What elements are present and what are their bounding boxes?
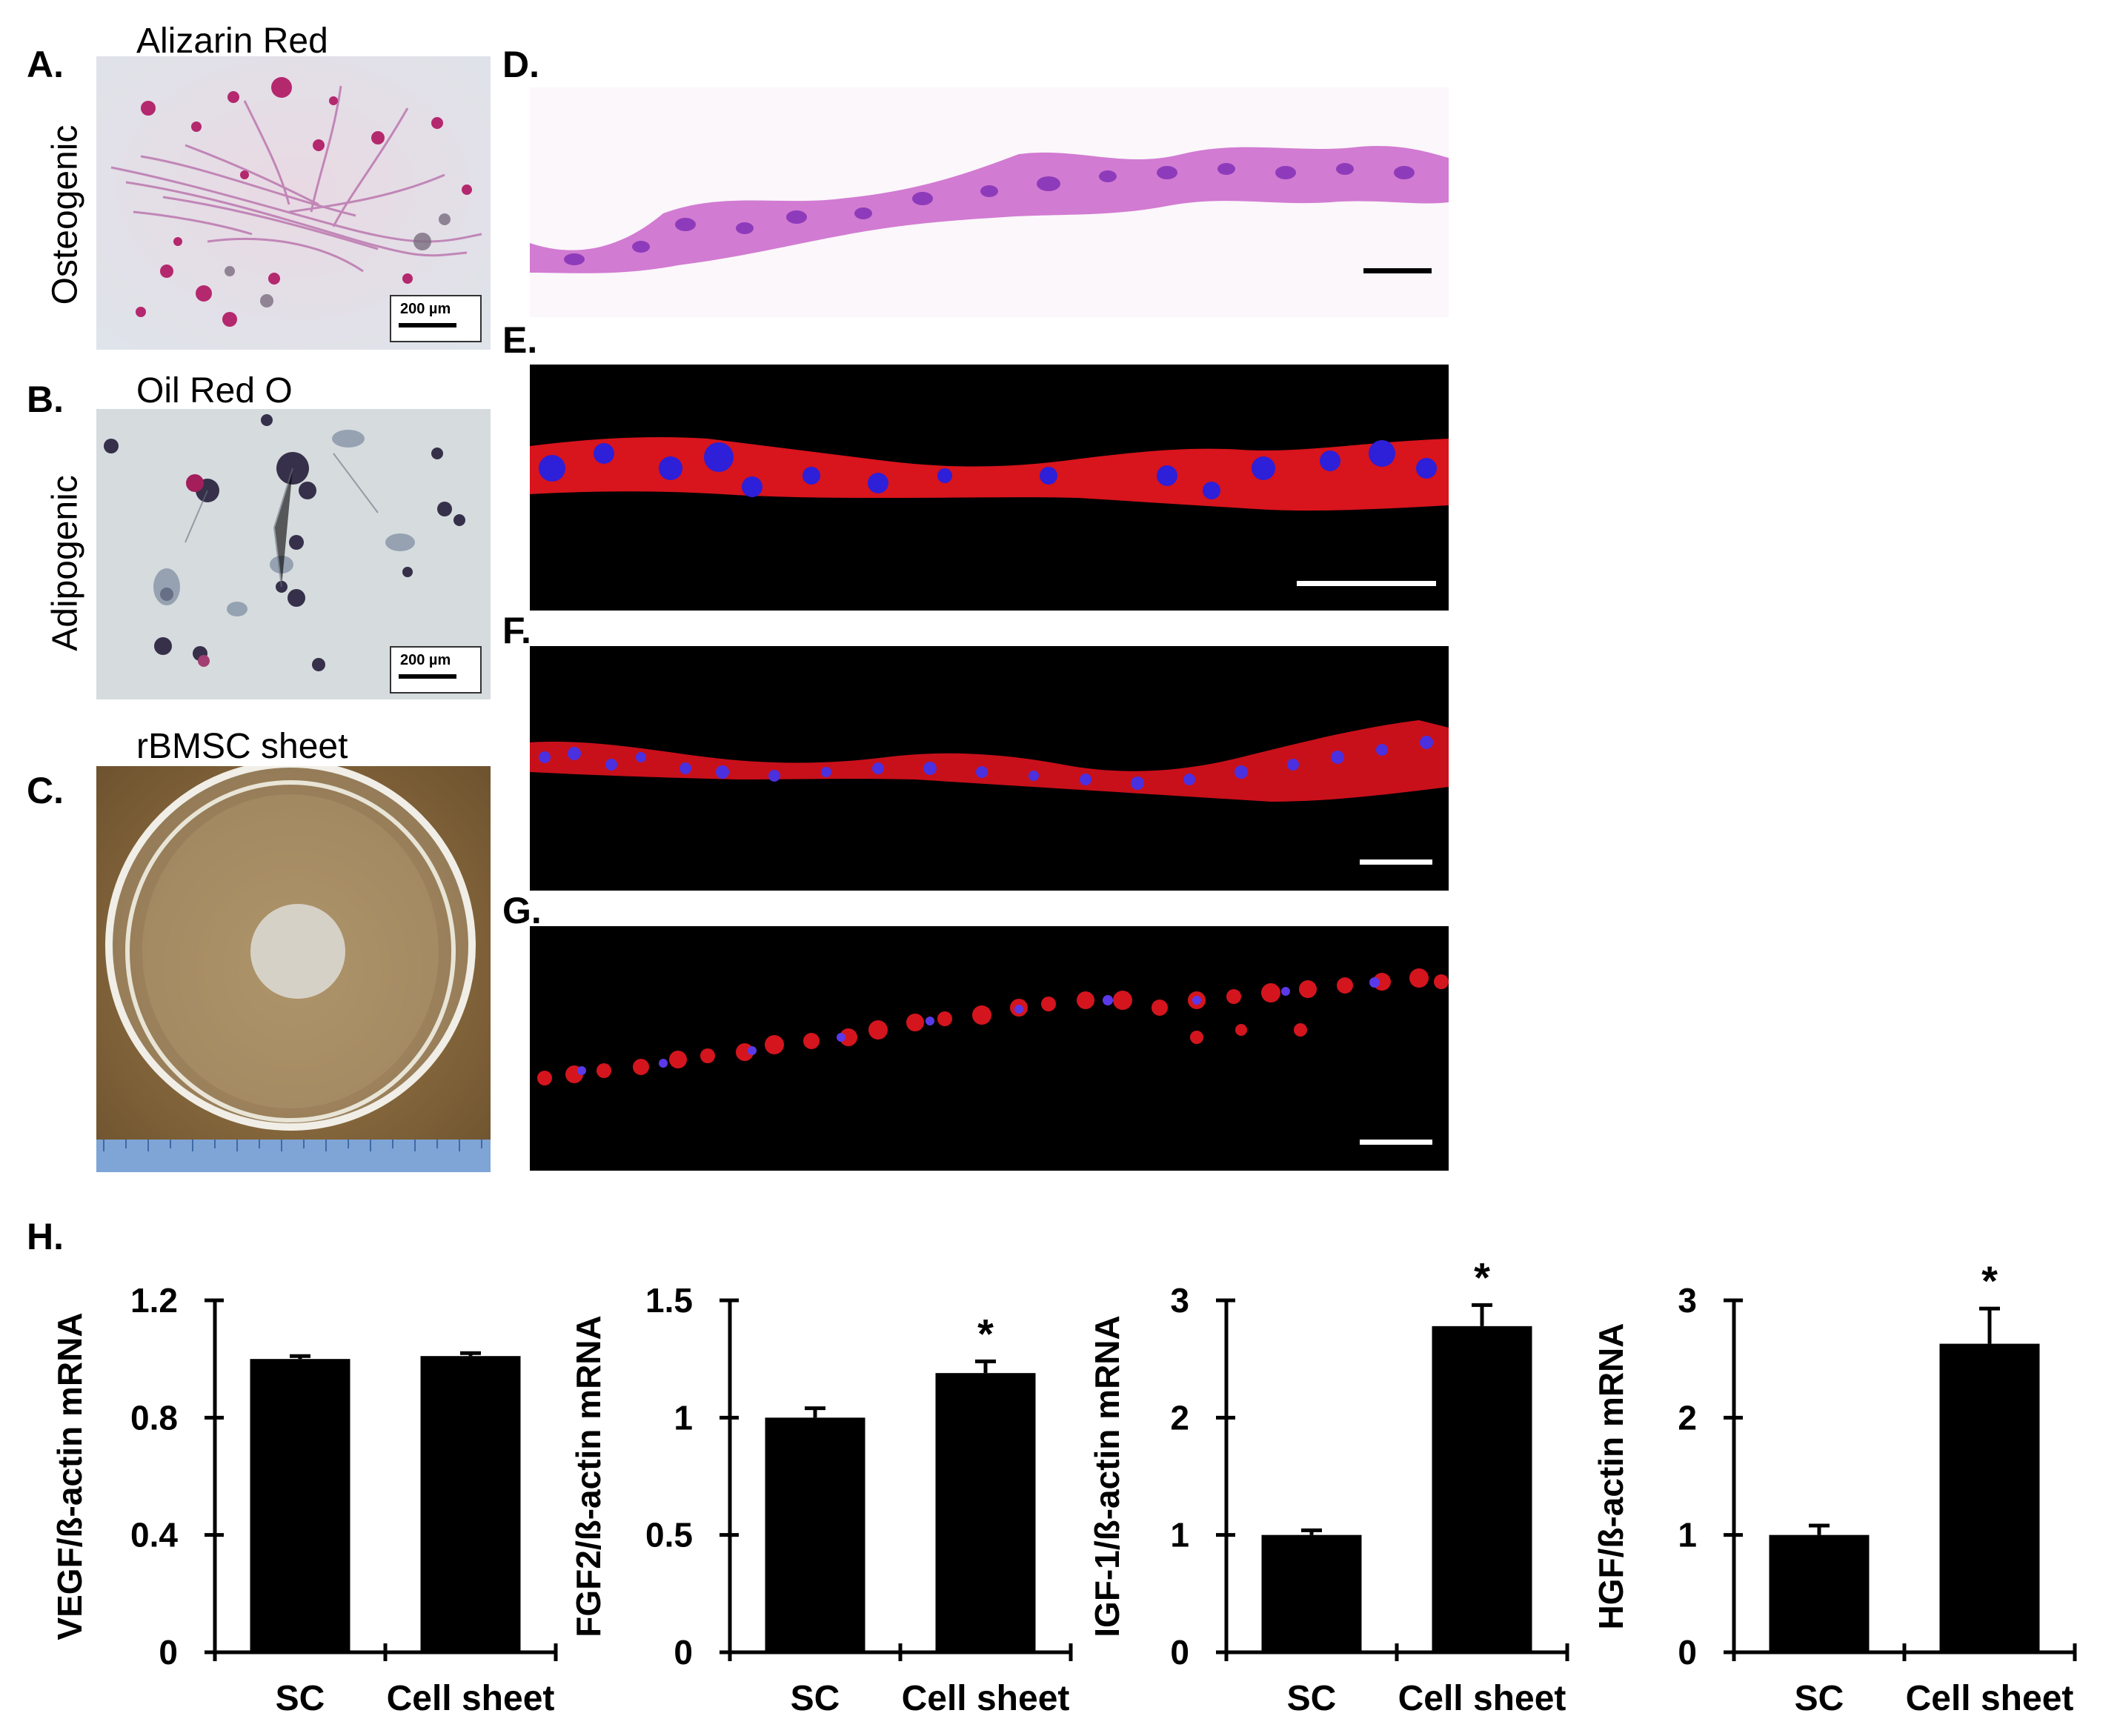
bar <box>1261 1534 1362 1652</box>
micrograph-fluorescence-e <box>530 365 1449 611</box>
y-tick-label: 2 <box>1170 1398 1189 1437</box>
y-tick-label: 0 <box>159 1633 178 1672</box>
y-tick-label: 1 <box>674 1398 693 1437</box>
side-label-adipogenic: Adipogenic <box>45 475 85 651</box>
y-tick-label: 3 <box>1170 1281 1189 1320</box>
micrograph-fluorescence-f <box>530 646 1449 891</box>
significance-marker: * <box>1474 1254 1490 1300</box>
scale-line-a <box>399 323 456 327</box>
bar-charts-h: 0 0.4 0.8 1.2 SC Cell sheet VEGF/ß-actin mRNA 0… <box>50 1254 2077 1718</box>
scale-line-b <box>399 674 456 679</box>
scale-bar-a: 200 µm <box>390 295 482 342</box>
y-tick-label: 0.5 <box>645 1516 693 1554</box>
scale-bar-d <box>1363 268 1432 273</box>
bar <box>420 1356 521 1652</box>
title-oil-red-o: Oil Red O <box>136 371 293 410</box>
photo-rbmsc-sheet <box>96 766 491 1172</box>
y-tick-label: 1 <box>1678 1516 1697 1554</box>
micrograph-he-section <box>530 87 1449 317</box>
y-tick-label: 0.8 <box>130 1398 178 1437</box>
scale-bar-g <box>1360 1140 1432 1145</box>
title-rbmsc-sheet: rBMSC sheet <box>136 727 348 766</box>
category-label: Cell sheet <box>1906 1679 2074 1718</box>
y-tick-label: 1 <box>1170 1516 1189 1554</box>
scale-label-b: 200 µm <box>400 652 451 668</box>
bar <box>1939 1343 2040 1652</box>
bar <box>1432 1326 1532 1652</box>
panel-letter-c: C. <box>27 770 64 811</box>
y-tick-label: 1.5 <box>645 1281 693 1320</box>
significance-marker: * <box>1981 1257 1998 1304</box>
category-label: SC <box>1287 1679 1337 1718</box>
y-tick-label: 1.2 <box>130 1281 178 1320</box>
scale-bar-e <box>1297 581 1436 586</box>
scale-bar-b: 200 µm <box>390 646 482 694</box>
y-tick-label: 0 <box>1170 1633 1189 1672</box>
panel-letter-d: D. <box>502 44 539 85</box>
scale-bar-f <box>1360 859 1432 865</box>
panel-letter-b: B. <box>27 379 64 420</box>
micrograph-alizarin-red: 200 µm <box>96 56 491 350</box>
y-tick-label: 0 <box>674 1633 693 1672</box>
y-axis-label: FGF2/ß-actin mRNA <box>569 1315 608 1637</box>
panel-letter-a: A. <box>27 44 64 85</box>
panel-letter-f: F. <box>502 610 531 651</box>
y-axis-label: HGF/ß-actin mRNA <box>1592 1323 1630 1630</box>
bar <box>250 1359 350 1652</box>
panel-letter-e: E. <box>502 319 538 361</box>
category-label: Cell sheet <box>1398 1679 1566 1718</box>
micrograph-fluorescence-g <box>530 926 1449 1171</box>
bar <box>765 1417 865 1652</box>
category-label: Cell sheet <box>387 1679 555 1718</box>
category-label: SC <box>276 1679 325 1718</box>
y-tick-label: 0 <box>1678 1633 1697 1672</box>
y-axis-label: IGF-1/ß-actin mRNA <box>1088 1315 1126 1637</box>
y-tick-label: 2 <box>1678 1398 1697 1437</box>
bar <box>1769 1534 1870 1652</box>
scale-label-a: 200 µm <box>400 301 451 317</box>
y-tick-label: 3 <box>1678 1281 1697 1320</box>
significance-marker: * <box>977 1310 994 1357</box>
title-alizarin-red: Alizarin Red <box>136 21 328 61</box>
y-tick-label: 0.4 <box>130 1516 178 1554</box>
panel-letter-h: H. <box>27 1216 64 1257</box>
category-label: SC <box>791 1679 840 1718</box>
bar <box>935 1373 1036 1652</box>
category-label: SC <box>1795 1679 1844 1718</box>
panel-letter-g: G. <box>502 890 542 931</box>
micrograph-oil-red-o: 200 µm <box>96 409 491 699</box>
y-axis-label: VEGF/ß-actin mRNA <box>50 1312 89 1640</box>
side-label-osteogenic: Osteogenic <box>45 124 85 305</box>
category-label: Cell sheet <box>902 1679 1070 1718</box>
